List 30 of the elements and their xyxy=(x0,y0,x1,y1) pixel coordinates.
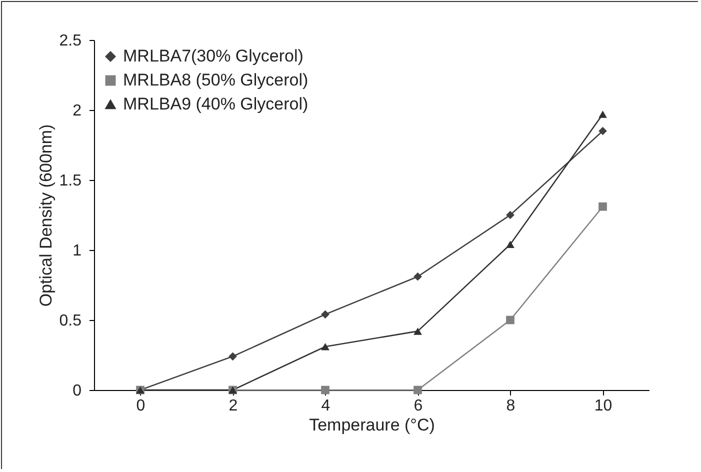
point xyxy=(321,342,330,350)
point xyxy=(598,202,607,211)
point xyxy=(414,272,422,281)
y-tick-label: 0 xyxy=(72,382,82,400)
x-tick-label: 4 xyxy=(321,398,330,414)
x-axis-title: Temperaure (°C) xyxy=(309,416,435,434)
x-tick-label: 8 xyxy=(506,398,516,414)
point xyxy=(598,126,607,136)
point xyxy=(228,352,237,361)
legend-label: MRLBA7(30% Glycerol) xyxy=(123,46,304,66)
point xyxy=(506,316,514,324)
point xyxy=(321,310,330,319)
x-tick-label: 0 xyxy=(136,398,146,414)
point xyxy=(506,240,514,248)
point xyxy=(414,386,422,394)
x-tick-label: 10 xyxy=(594,398,612,414)
y-tick-label: 1.5 xyxy=(59,172,82,190)
point xyxy=(506,210,514,220)
point xyxy=(598,110,607,118)
y-tick-label: 2.5 xyxy=(59,32,82,50)
legend-label: MRLBA8 (50% Glycerol) xyxy=(123,70,308,90)
y-tick-label: 0.5 xyxy=(59,312,82,330)
x-tick-label: 6 xyxy=(414,398,423,414)
y-tick-label: 2 xyxy=(72,102,82,120)
point xyxy=(321,386,330,394)
y-axis-title: Optical Density (600nm) xyxy=(36,124,56,307)
y-tick-label: 1 xyxy=(72,242,82,260)
point xyxy=(414,328,422,335)
legend-label: MRLBA9 (40% Glycerol) xyxy=(123,94,308,114)
x-tick-label: 2 xyxy=(228,398,238,414)
